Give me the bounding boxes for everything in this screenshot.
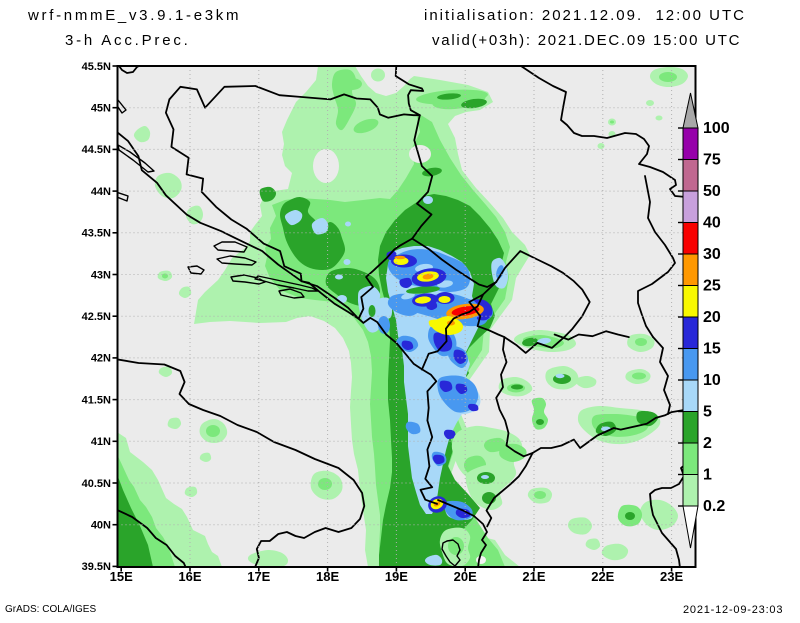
svg-text:39.5N: 39.5N (82, 561, 111, 573)
svg-text:wrf-nmmE_v3.9.1-e3km: wrf-nmmE_v3.9.1-e3km (27, 7, 241, 24)
svg-text:2021-12-09-23:03: 2021-12-09-23:03 (683, 604, 783, 616)
svg-text:44.5N: 44.5N (82, 144, 111, 156)
svg-text:1: 1 (703, 467, 712, 484)
svg-text:44N: 44N (91, 186, 111, 198)
svg-text:20E: 20E (454, 569, 477, 584)
svg-text:21E: 21E (522, 569, 545, 584)
svg-text:30: 30 (703, 246, 721, 263)
svg-text:20: 20 (703, 309, 721, 326)
svg-text:45N: 45N (91, 103, 111, 115)
svg-text:43.5N: 43.5N (82, 228, 111, 240)
svg-text:43N: 43N (91, 269, 111, 281)
svg-text:41N: 41N (91, 436, 111, 448)
svg-text:0.2: 0.2 (703, 498, 725, 515)
svg-text:23E: 23E (660, 569, 683, 584)
svg-text:19E: 19E (385, 569, 408, 584)
svg-text:42.5N: 42.5N (82, 311, 111, 323)
svg-text:15: 15 (703, 341, 721, 358)
svg-text:40.5N: 40.5N (82, 478, 111, 490)
svg-text:42N: 42N (91, 353, 111, 365)
svg-text:3-h Acc.Prec.: 3-h Acc.Prec. (65, 32, 191, 49)
svg-text:18E: 18E (316, 569, 339, 584)
svg-text:5: 5 (703, 404, 712, 421)
svg-text:41.5N: 41.5N (82, 394, 111, 406)
svg-text:100: 100 (703, 120, 730, 137)
svg-text:10: 10 (703, 372, 721, 389)
svg-text:22E: 22E (591, 569, 614, 584)
svg-text:GrADS: COLA/IGES: GrADS: COLA/IGES (5, 604, 96, 615)
svg-text:16E: 16E (178, 569, 201, 584)
svg-text:75: 75 (703, 152, 721, 169)
svg-text:40N: 40N (91, 520, 111, 532)
svg-text:25: 25 (703, 278, 721, 295)
svg-text:17E: 17E (247, 569, 270, 584)
svg-text:45.5N: 45.5N (82, 61, 111, 73)
svg-text:15E: 15E (110, 569, 133, 584)
svg-text:2: 2 (703, 435, 712, 452)
svg-text:initialisation: 2021.12.09. 1: initialisation: 2021.12.09. 12:00 UTC (424, 7, 746, 24)
svg-text:50: 50 (703, 183, 721, 200)
svg-text:valid(+03h): 2021.DEC.09 15:00: valid(+03h): 2021.DEC.09 15:00 UTC (432, 32, 741, 49)
svg-text:40: 40 (703, 215, 721, 232)
